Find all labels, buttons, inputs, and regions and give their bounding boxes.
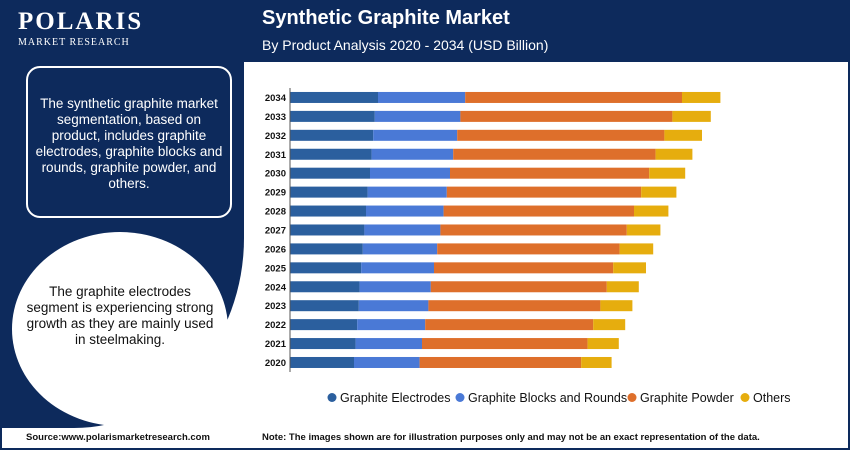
year-label-2023: 2023 [265, 301, 286, 312]
bar-2031-graphite-blocks-and-rounds [371, 148, 454, 160]
bar-2029-graphite-blocks-and-rounds [367, 186, 447, 198]
legend-marker-graphite-powder [627, 393, 637, 402]
bar-2033-graphite-powder [460, 110, 673, 122]
bar-2025-graphite-electrodes [290, 262, 362, 274]
chart-subtitle: By Product Analysis 2020 - 2034 (USD Bil… [262, 37, 549, 53]
bar-2020-others [581, 356, 612, 368]
bar-2027-graphite-blocks-and-rounds [364, 224, 441, 236]
bar-2032-graphite-powder [457, 129, 665, 141]
year-label-2026: 2026 [265, 244, 286, 255]
year-label-2034: 2034 [265, 93, 287, 104]
bar-2034-graphite-electrodes [290, 91, 378, 103]
bar-2028-graphite-electrodes [290, 205, 366, 217]
bar-2033-graphite-blocks-and-rounds [374, 110, 461, 122]
bar-2024-graphite-electrodes [290, 281, 360, 293]
year-label-2020: 2020 [265, 358, 286, 369]
bar-2022-others [593, 319, 626, 331]
bar-2029-graphite-electrodes [290, 186, 368, 198]
bar-2022-graphite-electrodes [290, 319, 358, 331]
disclaimer-note: Note: The images shown are for illustrat… [262, 432, 760, 443]
year-label-2024: 2024 [265, 282, 287, 293]
bar-2023-graphite-electrodes [290, 300, 359, 312]
bar-2023-graphite-blocks-and-rounds [358, 300, 429, 312]
bar-2022-graphite-powder [425, 319, 594, 331]
legend-marker-graphite-electrodes [327, 393, 337, 402]
year-label-group: 2034 2033 2032 2031 2030 2029 2028 2027 2026 2025… [265, 93, 287, 369]
year-label-2027: 2027 [265, 225, 286, 236]
legend-label-others: Others [753, 391, 791, 405]
bar-2024-others [606, 281, 639, 293]
bar-2030-graphite-powder [450, 167, 650, 179]
bar-2031-others [655, 148, 693, 160]
polaris-logo: POLARIS MARKET RESEARCH [18, 8, 198, 48]
bar-2025-graphite-blocks-and-rounds [361, 262, 434, 274]
legend-marker-others [740, 393, 750, 402]
bar-2021-graphite-electrodes [290, 338, 356, 350]
insight-text: The graphite electrodes segment is exper… [26, 284, 214, 347]
bar-2034-graphite-blocks-and-rounds [378, 91, 466, 103]
year-label-2032: 2032 [265, 131, 286, 142]
bar-2028-graphite-blocks-and-rounds [366, 205, 444, 217]
bar-2031-graphite-powder [453, 148, 656, 160]
bar-2022-graphite-blocks-and-rounds [357, 319, 426, 331]
legend-marker-graphite-blocks-and-rounds [455, 393, 465, 402]
bar-2020-graphite-blocks-and-rounds [354, 356, 420, 368]
bar-2026-graphite-blocks-and-rounds [362, 243, 438, 255]
bar-2033-graphite-electrodes [290, 110, 375, 122]
bar-2027-graphite-powder [440, 224, 627, 236]
bar-2030-graphite-blocks-and-rounds [370, 167, 450, 179]
bar-2032-graphite-blocks-and-rounds [373, 129, 458, 141]
bar-2031-graphite-electrodes [290, 148, 372, 160]
bar-2029-graphite-powder [446, 186, 642, 198]
bar-2026-others [619, 243, 654, 255]
bar-2024-graphite-powder [430, 281, 607, 293]
year-label-2031: 2031 [265, 150, 287, 161]
legend-label-graphite-powder: Graphite Powder [640, 391, 734, 405]
year-label-2022: 2022 [265, 320, 286, 331]
bar-2025-others [613, 262, 646, 274]
bar-2029-others [641, 186, 677, 198]
year-label-2030: 2030 [265, 169, 286, 180]
bar-2023-graphite-powder [428, 300, 601, 312]
bar-2030-graphite-electrodes [290, 167, 370, 179]
bar-2024-graphite-blocks-and-rounds [359, 281, 431, 293]
logo-brand-text: POLARIS [18, 8, 144, 35]
bar-2023-others [600, 300, 633, 312]
logo-subtitle-text: MARKET RESEARCH [18, 37, 130, 48]
bar-2032-graphite-electrodes [290, 129, 374, 141]
year-label-2029: 2029 [265, 188, 286, 199]
year-label-2033: 2033 [265, 112, 286, 123]
bar-2020-graphite-powder [419, 356, 582, 368]
bar-2026-graphite-powder [437, 243, 620, 255]
bar-2028-graphite-powder [443, 205, 634, 217]
bar-2027-graphite-electrodes [290, 224, 365, 236]
bar-2025-graphite-powder [434, 262, 614, 274]
bar-2021-others [587, 338, 619, 350]
chart-title: Synthetic Graphite Market [262, 7, 510, 29]
bar-2034-graphite-powder [465, 91, 682, 103]
bar-2032-others [664, 129, 702, 141]
bar-2034-others [682, 91, 721, 103]
insight-circle: The graphite electrodes segment is exper… [12, 232, 228, 426]
bar-2033-others [672, 110, 711, 122]
bar-2021-graphite-blocks-and-rounds [355, 338, 422, 350]
year-label-2025: 2025 [265, 263, 287, 274]
chart-legend: Graphite Electrodes Graphite Blocks and R… [327, 391, 791, 405]
year-label-2021: 2021 [265, 339, 287, 350]
header-bar: POLARIS MARKET RESEARCH Synthetic Graphi… [0, 0, 850, 62]
bar-2021-graphite-powder [422, 338, 588, 350]
bar-2027-others [626, 224, 661, 236]
segmentation-description-box: The synthetic graphite market segmentati… [26, 66, 232, 218]
bar-2030-others [649, 167, 686, 179]
segmentation-description-text: The synthetic graphite market segmentati… [35, 96, 223, 191]
legend-label-graphite-blocks-and-rounds: Graphite Blocks and Rounds [468, 391, 627, 405]
legend-label-graphite-electrodes: Graphite Electrodes [340, 391, 450, 405]
bar-2026-graphite-electrodes [290, 243, 363, 255]
bar-2028-others [634, 205, 669, 217]
bar-group [290, 91, 721, 368]
bar-2020-graphite-electrodes [290, 356, 354, 368]
source-text: Source:www.polarismarketresearch.com [26, 432, 210, 443]
year-label-2028: 2028 [265, 207, 286, 218]
